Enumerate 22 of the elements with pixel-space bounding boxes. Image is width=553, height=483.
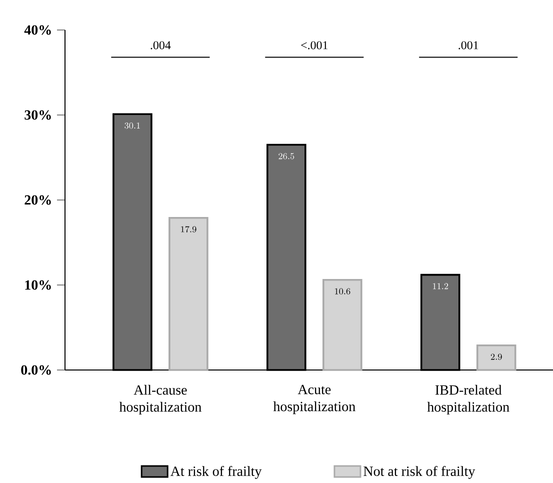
data-label: 30. 1 — [124, 122, 140, 129]
x-tick-label: IBD-related hospitalization — [427, 384, 510, 415]
data-label: 17.9 — [181, 226, 196, 232]
bar — [322, 279, 362, 371]
data-label: 2.9 — [490, 354, 502, 360]
data-label: 10.6 — [335, 288, 350, 294]
legend-label: At risk of frailty — [170, 466, 262, 479]
y-tick-label: 40% — [24, 25, 51, 35]
data-label: 26.5 — [278, 153, 294, 160]
y-tick-label: 30% — [24, 110, 51, 120]
annotation: .004 — [150, 41, 171, 50]
annotation: <.001 — [301, 41, 328, 50]
annotation: .001 — [458, 41, 478, 50]
legend-label: Not at risk of frailty — [364, 466, 476, 479]
bar — [168, 216, 208, 371]
y-tick-label: 10% — [25, 280, 51, 290]
y-tick-label: 20% — [24, 195, 51, 205]
x-tick-label: All-cause hospitalization — [119, 384, 202, 415]
y-tick-label: 0.0% — [21, 365, 51, 375]
x-tick-label: Acute hospitalization — [273, 384, 356, 414]
data-label: 11 .2 — [432, 283, 448, 290]
bar — [476, 344, 516, 371]
